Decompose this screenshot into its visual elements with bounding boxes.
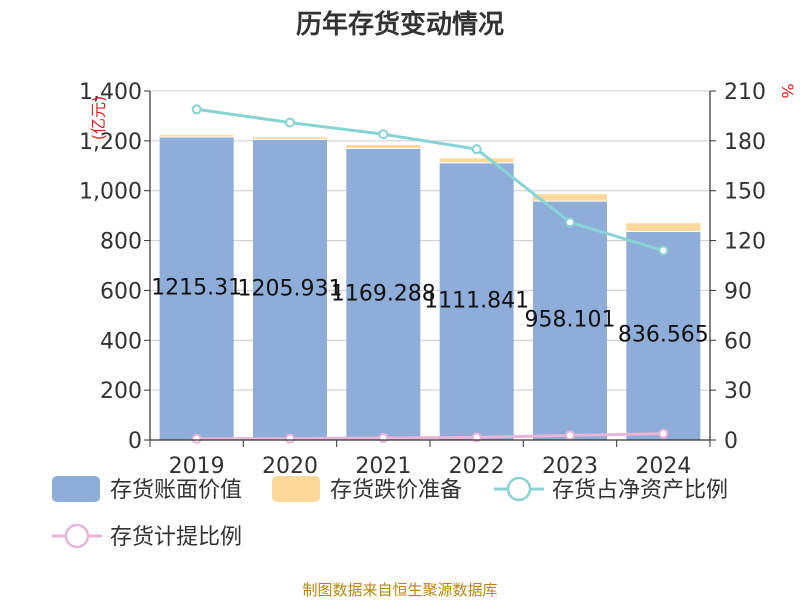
bar-impairment (626, 223, 701, 232)
series-point (471, 432, 482, 443)
y-right-tick-label: 0 (724, 429, 738, 454)
bar-value-label: 1215.31 (151, 276, 242, 301)
series-point (378, 433, 389, 444)
legend-label: 存货跌价准备 (330, 478, 462, 503)
bar-book-value (346, 148, 421, 441)
series-line (196, 432, 664, 441)
series-point (191, 433, 202, 444)
series-line (196, 107, 664, 252)
y-left-tick-label: 0 (128, 429, 142, 454)
y-left-tick-label: 800 (100, 230, 142, 255)
y-left-unit: (亿元) (89, 96, 108, 141)
bars (159, 135, 701, 441)
series-point (285, 117, 295, 128)
y-right-tick-label: 30 (724, 379, 752, 404)
bar-value-label: 958.101 (525, 308, 616, 333)
bar-impairment (439, 158, 514, 163)
x-tick-label: 2020 (262, 454, 318, 479)
y-right-tick-label: 90 (724, 279, 752, 304)
y-left-tick-label: 1,400 (79, 80, 142, 105)
legend-label: 存货计提比例 (110, 525, 242, 550)
x-tick-label: 2021 (355, 454, 411, 479)
axes: 0 200 400 600 800 1,000 1,200 1,400 0 30 60 90 120 15… (79, 80, 766, 479)
series-point (658, 245, 669, 256)
legend-marker (64, 523, 90, 549)
bar-impairment (159, 135, 234, 138)
y-left-tick-label: 200 (100, 379, 142, 404)
series-point (658, 428, 669, 439)
bar-impairment (346, 145, 421, 149)
y-right-tick-label: 60 (724, 329, 752, 354)
y-left-tick-label: 600 (100, 279, 142, 304)
bar-value-label: 1169.288 (331, 281, 436, 306)
bar-value-label: 836.565 (618, 323, 709, 348)
bar-impairment (533, 194, 607, 202)
x-tick-label: 2022 (449, 454, 505, 479)
y-right-tick-label: 180 (724, 130, 766, 155)
series-point (378, 129, 389, 140)
y-left-tick-label: 1,200 (79, 130, 142, 155)
y-right-tick-label: 210 (724, 80, 766, 105)
y-right-tick-label: 120 (724, 230, 766, 255)
series-point (565, 217, 575, 228)
x-tick-label: 2019 (169, 454, 225, 479)
series-point (471, 144, 482, 155)
series-point (565, 430, 575, 441)
bar-book-value (253, 139, 327, 440)
y-left-tick-label: 400 (100, 329, 142, 354)
bar-book-value (159, 137, 234, 440)
series-point (285, 433, 295, 444)
legend-label: 存货占净资产比例 (552, 478, 728, 503)
chart-title: 历年存货变动情况 (296, 9, 504, 40)
x-tick-label: 2024 (635, 454, 691, 479)
bar-book-value (439, 162, 514, 440)
bar-book-value (533, 201, 607, 440)
bar-labels: 1215.311205.9311169.2881111.841958.10183… (151, 276, 709, 348)
y-right-unit: % (778, 83, 797, 98)
y-left-tick-label: 1,000 (79, 180, 142, 205)
bar-book-value (626, 231, 701, 440)
source-note: 制图数据来自恒生聚源数据库 (302, 581, 497, 599)
bar-impairment (253, 137, 327, 140)
series-point (191, 104, 202, 115)
legend-label: 存货账面价值 (110, 478, 242, 503)
legend-marker (506, 476, 532, 502)
x-tick-label: 2023 (542, 454, 598, 479)
legend-swatch (52, 476, 100, 502)
bar-value-label: 1111.841 (424, 288, 529, 313)
bar-value-label: 1205.931 (238, 277, 343, 302)
y-right-tick-label: 150 (724, 180, 766, 205)
legend-swatch (272, 476, 320, 502)
